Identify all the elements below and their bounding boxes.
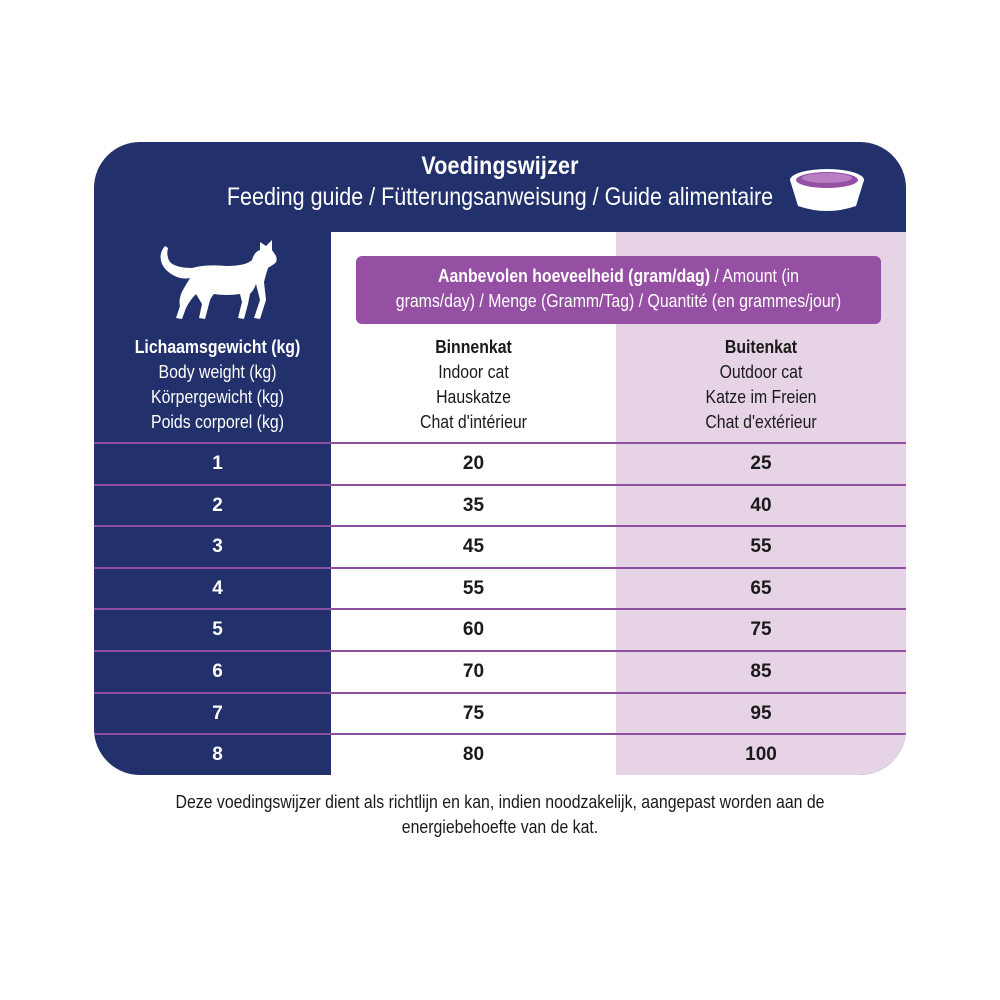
outdoor-amount-cell: 40 — [750, 494, 772, 516]
weight-cell: 1 — [212, 453, 223, 474]
row-separator — [94, 691, 906, 694]
weight-header-en: Body weight (kg) — [158, 362, 277, 382]
indoor-amount-cell: 55 — [462, 577, 485, 599]
table-row: 8 80 100 — [94, 733, 906, 775]
indoor-header-fr: Chat d'intérieur — [420, 412, 527, 432]
amount-line-2: grams/day) / Menge (Gramm/Tag) / Quantit… — [395, 291, 842, 311]
table-row: 1 20 25 — [94, 442, 906, 484]
indoor-amount-cell: 60 — [462, 619, 485, 641]
outdoor-amount-cell: 75 — [750, 619, 772, 641]
page-subtitle: Feeding guide / Fütterungsanweisung / Gu… — [226, 183, 774, 211]
row-separator — [94, 483, 906, 486]
amount-line-1: Aanbevolen hoeveelheid (gram/dag) / Amou… — [388, 264, 850, 289]
row-separator — [94, 442, 906, 444]
outdoor-header-fr: Chat d'extérieur — [705, 412, 817, 432]
outdoor-header-en: Outdoor cat — [719, 362, 803, 382]
amount-line-1-rest: / Amount (in — [710, 266, 799, 286]
table-row: 3 45 55 — [94, 525, 906, 567]
recommended-amount-banner: Aanbevolen hoeveelheid (gram/dag) / Amou… — [356, 256, 881, 324]
footnote-line-2: energiebehoefte van de kat. — [401, 817, 599, 837]
indoor-amount-cell: 45 — [462, 536, 485, 558]
weight-cell: 3 — [212, 536, 223, 558]
table-row: 7 75 95 — [94, 691, 906, 734]
indoor-amount-cell: 20 — [462, 453, 485, 474]
indoor-amount-cell: 80 — [462, 744, 485, 766]
outdoor-amount-cell: 95 — [750, 702, 772, 724]
indoor-amount-cell: 75 — [462, 702, 485, 724]
weight-header-nl: Lichaamsgewicht (kg) — [134, 337, 301, 357]
indoor-header-de: Hauskatze — [436, 387, 511, 407]
footnote: Deze voedingswijzer dient als richtlijn … — [100, 790, 900, 840]
indoor-amount-cell: 70 — [462, 660, 485, 682]
outdoor-header-nl: Buitenkat — [724, 337, 798, 357]
row-separator — [94, 608, 906, 611]
indoor-header-en: Indoor cat — [438, 362, 509, 382]
weight-header-de: Körpergewicht (kg) — [151, 387, 284, 407]
footnote-line-1: Deze voedingswijzer dient als richtlijn … — [175, 792, 825, 812]
table-row: 2 35 40 — [94, 483, 906, 526]
cat-silhouette-icon — [160, 240, 277, 319]
weight-cell: 5 — [212, 619, 223, 641]
row-separator — [94, 525, 906, 528]
weight-cell: 4 — [212, 577, 223, 599]
row-separator — [94, 649, 906, 652]
table-row: 5 60 75 — [94, 608, 906, 650]
row-separator — [94, 733, 906, 736]
weight-cell: 2 — [212, 494, 223, 516]
feeding-guide-card: Voedingswijzer Feeding guide / Fütterung… — [94, 142, 906, 775]
indoor-amount-cell: 35 — [462, 494, 485, 516]
weight-cell: 8 — [212, 744, 223, 766]
feeding-table-body: 1 20 25 2 35 40 3 45 55 4 55 65 5 60 75 — [94, 442, 906, 775]
table-row: 4 55 65 — [94, 566, 906, 609]
outdoor-header-de: Katze im Freien — [705, 387, 817, 407]
weight-cell: 7 — [212, 702, 223, 724]
page-title: Voedingswijzer — [421, 152, 579, 180]
outdoor-amount-cell: 85 — [750, 660, 772, 682]
indoor-header-nl: Binnenkat — [435, 337, 512, 357]
food-bowl-icon — [790, 169, 864, 211]
outdoor-amount-cell: 65 — [750, 577, 772, 599]
outdoor-amount-cell: 25 — [750, 453, 772, 474]
indoor-column-header: Binnenkat Indoor cat Hauskatze Chat d'in… — [331, 335, 616, 435]
outdoor-amount-cell: 100 — [745, 744, 777, 766]
amount-bold-label: Aanbevolen hoeveelheid (gram/dag) — [438, 266, 711, 286]
row-separator — [94, 566, 906, 569]
outdoor-amount-cell: 55 — [750, 536, 772, 558]
outdoor-column-header: Buitenkat Outdoor cat Katze im Freien Ch… — [616, 335, 906, 435]
weight-header-fr: Poids corporel (kg) — [151, 412, 284, 432]
weight-column-header: Lichaamsgewicht (kg) Body weight (kg) Kö… — [94, 335, 341, 435]
table-row: 6 70 85 — [94, 649, 906, 692]
weight-cell: 6 — [212, 660, 223, 682]
